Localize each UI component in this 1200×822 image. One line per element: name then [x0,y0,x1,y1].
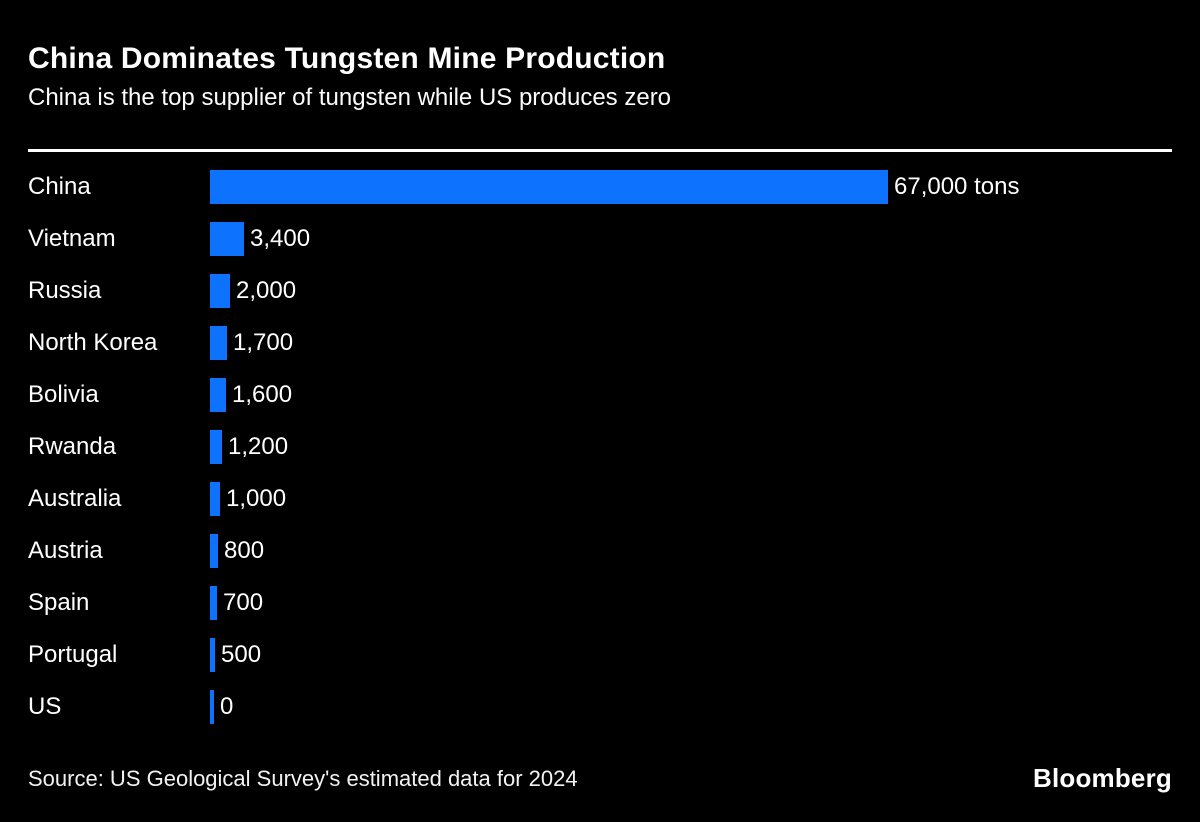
bar [210,274,230,308]
value-label: 1,000 [226,485,287,512]
bar-row: US 0 [28,681,1172,733]
bar-row: Bolivia 1,600 [28,369,1172,421]
bar-zone: 800 [210,534,1172,568]
bar [210,430,222,464]
value-label: 700 [223,589,264,616]
chart-subtitle: China is the top supplier of tungsten wh… [28,84,672,111]
category-label: Portugal [28,641,118,668]
chart-title: China Dominates Tungsten Mine Production [28,42,666,75]
bar-row: China 67,000 tons [28,161,1172,213]
category-label: Austria [28,537,103,564]
value-label: 1,200 [228,433,289,460]
bar-zone: 1,000 [210,482,1172,516]
value-label: 2,000 [236,277,297,304]
category-label: US [28,693,62,720]
value-label: 1,700 [233,329,294,356]
bar-zone: 1,600 [210,378,1172,412]
bar-chart: China 67,000 tons Vietnam 3,400 Russia 2,000 N… [28,161,1172,733]
bar-row: North Korea 1,700 [28,317,1172,369]
bar-row: Australia 1,000 [28,473,1172,525]
bar-zone: 700 [210,586,1172,620]
bar-row: Russia 2,000 [28,265,1172,317]
bar [210,690,214,724]
bar-zone: 2,000 [210,274,1172,308]
bar-row: Portugal 500 [28,629,1172,681]
category-label: China [28,173,91,200]
bar-zone: 1,700 [210,326,1172,360]
bar-row: Spain 700 [28,577,1172,629]
bar [210,378,226,412]
bloomberg-logo: Bloomberg [1032,763,1172,793]
bar-row: Vietnam 3,400 [28,213,1172,265]
bar-zone: 1,200 [210,430,1172,464]
top-rule [28,149,1172,152]
bar-row: Rwanda 1,200 [28,421,1172,473]
bar-zone: 500 [210,638,1172,672]
category-label: Bolivia [28,381,99,408]
category-label: Australia [28,485,122,512]
source-note: Source: US Geological Survey's estimated… [28,765,578,791]
bar-row: Austria 800 [28,525,1172,577]
value-label: 1,600 [232,381,293,408]
bar [210,638,215,672]
bar [210,534,218,568]
bar-zone: 3,400 [210,222,1172,256]
bar [210,586,217,620]
category-label: Rwanda [28,433,117,460]
bar [210,170,888,204]
category-label: Russia [28,277,102,304]
bar [210,326,227,360]
category-label: North Korea [28,329,158,356]
bar [210,482,220,516]
bar [210,222,244,256]
value-label: 3,400 [250,225,311,252]
category-label: Spain [28,589,90,616]
chart-footer: Source: US Geological Survey's estimated… [28,763,1172,794]
value-label: 500 [221,641,262,668]
value-label: 0 [220,693,234,720]
category-label: Vietnam [28,225,116,252]
bar-zone: 67,000 tons [210,170,1172,204]
value-label: 800 [224,537,265,564]
value-label: 67,000 tons [894,173,1020,200]
bar-zone: 0 [210,690,1172,724]
